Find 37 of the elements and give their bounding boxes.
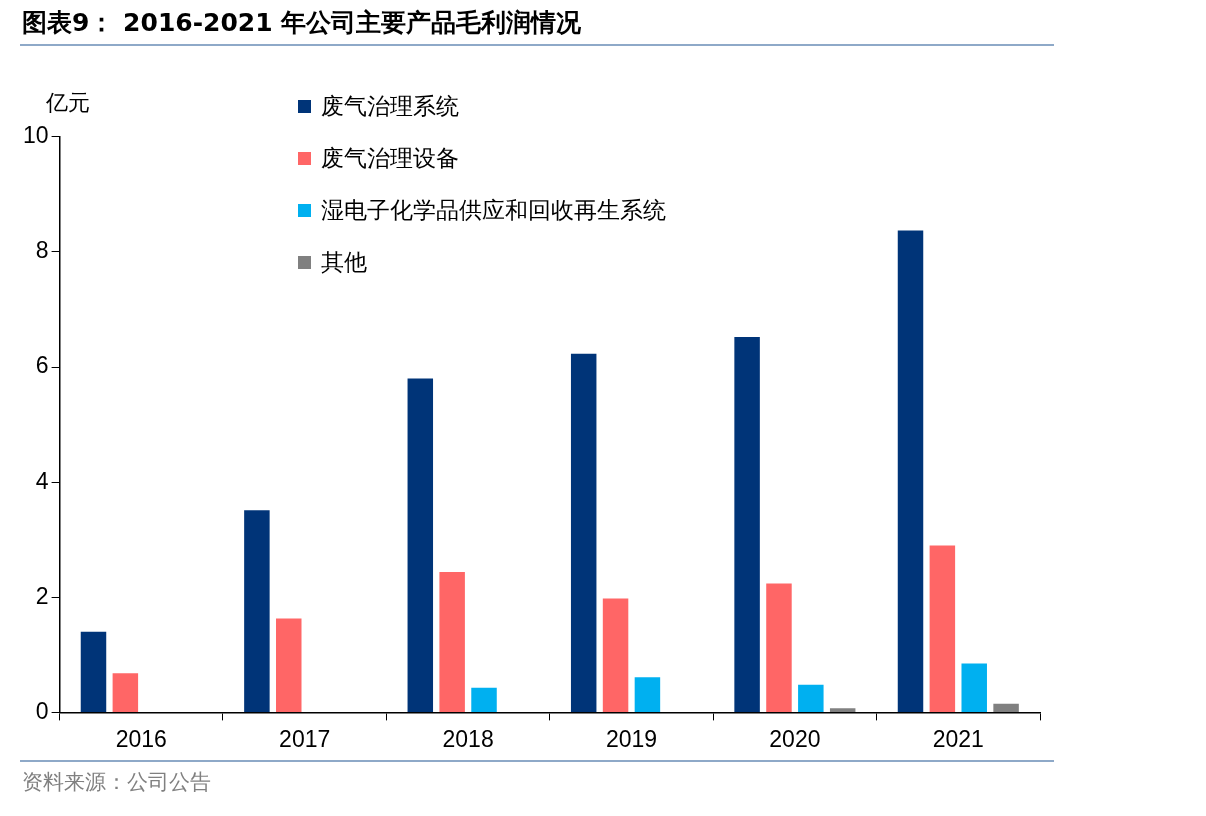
bar (244, 510, 270, 712)
bar (80, 631, 107, 712)
bar (471, 687, 497, 712)
x-tick-label: 2020 (769, 725, 821, 752)
legend-label: 废气治理设备 (320, 143, 460, 173)
bar (829, 708, 856, 712)
y-tick-label: 10 (22, 122, 49, 149)
x-tick-label: 2016 (115, 725, 167, 752)
text: 资料来源：公司公告 (22, 769, 211, 796)
bar (766, 583, 792, 712)
legend-label: 废气治理系统 (320, 91, 460, 121)
y-axis-title: 亿元 (46, 89, 90, 117)
bar (929, 545, 956, 712)
bar (798, 684, 824, 712)
bar (570, 353, 597, 712)
bar (602, 598, 629, 712)
x-tick-label: 2021 (932, 725, 984, 752)
chart-title: 图表9： 2016-2021 年公司主要产品毛利润情况 (22, 7, 582, 39)
y-tick-label: 4 (35, 467, 49, 494)
bar (734, 337, 760, 712)
bar (634, 677, 661, 712)
bar (276, 618, 302, 712)
y-tick-label: 2 (35, 582, 49, 609)
bar (439, 571, 465, 712)
bar (961, 663, 987, 712)
bar (993, 703, 1019, 712)
x-tick-label: 2017 (279, 725, 331, 752)
x-tick-label: 2019 (605, 725, 658, 752)
bar (112, 673, 139, 712)
y-tick-label: 0 (35, 697, 49, 724)
legend-label: 湿电子化学品供应和回收再生系统 (320, 195, 666, 225)
legend-label: 其他 (320, 247, 368, 277)
bar (897, 230, 924, 712)
y-tick-label: 6 (35, 352, 49, 379)
bar (407, 378, 434, 712)
y-tick-label: 8 (35, 237, 49, 264)
x-tick-label: 2018 (442, 725, 494, 752)
